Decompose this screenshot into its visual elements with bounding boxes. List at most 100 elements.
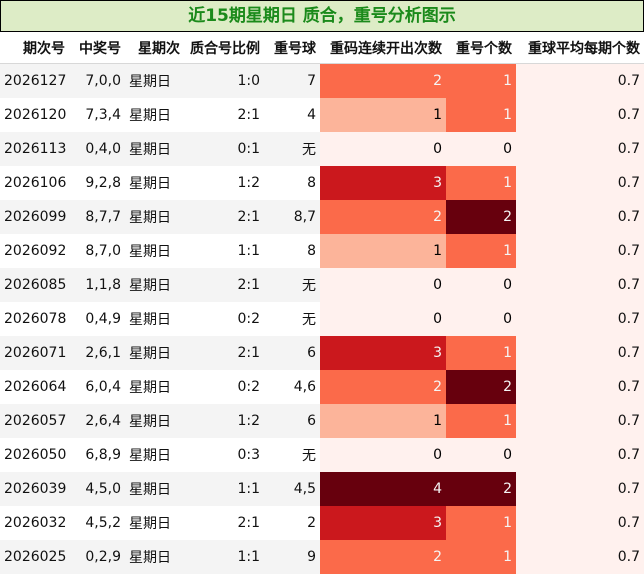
analysis-table: 期次号 中奖号 星期次 质合号比例 重号球 重码连续开出次数 重号个数 重球平均… — [0, 32, 644, 574]
cell-weekday: 星期日 — [125, 336, 184, 370]
cell-repeat-count: 0 — [446, 302, 516, 336]
cell-weekday: 星期日 — [125, 472, 184, 506]
cell-ratio: 0:2 — [184, 370, 264, 404]
cell-avg: 0.7 — [516, 268, 644, 302]
table-row: 2026025 0,2,9 星期日 1:1 9 2 1 0.7 — [0, 540, 644, 574]
cell-numbers: 2,6,1 — [69, 336, 125, 370]
cell-weekday: 星期日 — [125, 200, 184, 234]
cell-ratio: 2:1 — [184, 506, 264, 540]
cell-avg: 0.7 — [516, 472, 644, 506]
cell-period: 2026085 — [0, 268, 69, 302]
cell-ratio: 1:1 — [184, 540, 264, 574]
cell-numbers: 1,1,8 — [69, 268, 125, 302]
table-row: 2026064 6,0,4 星期日 0:2 4,6 2 2 0.7 — [0, 370, 644, 404]
cell-avg: 0.7 — [516, 132, 644, 166]
cell-repeat-ball: 9 — [264, 540, 320, 574]
cell-numbers: 6,0,4 — [69, 370, 125, 404]
cell-period: 2026064 — [0, 370, 69, 404]
cell-period: 2026120 — [0, 98, 69, 132]
cell-numbers: 0,4,9 — [69, 302, 125, 336]
cell-avg: 0.7 — [516, 506, 644, 540]
page-title: 近15期星期日 质合，重号分析图示 — [0, 0, 644, 32]
cell-ratio: 1:0 — [184, 63, 264, 98]
cell-repeat-count: 1 — [446, 234, 516, 268]
cell-repeat-ball: 4 — [264, 98, 320, 132]
cell-avg: 0.7 — [516, 370, 644, 404]
cell-consecutive: 4 — [320, 472, 446, 506]
table-row: 2026032 4,5,2 星期日 2:1 2 3 1 0.7 — [0, 506, 644, 540]
cell-ratio: 0:1 — [184, 132, 264, 166]
cell-repeat-count: 1 — [446, 506, 516, 540]
cell-repeat-ball: 无 — [264, 438, 320, 472]
cell-avg: 0.7 — [516, 302, 644, 336]
cell-repeat-ball: 4,6 — [264, 370, 320, 404]
cell-repeat-ball: 8,7 — [264, 200, 320, 234]
cell-repeat-count: 1 — [446, 63, 516, 98]
cell-period: 2026057 — [0, 404, 69, 438]
table-row: 2026071 2,6,1 星期日 2:1 6 3 1 0.7 — [0, 336, 644, 370]
cell-numbers: 4,5,0 — [69, 472, 125, 506]
cell-period: 2026099 — [0, 200, 69, 234]
cell-numbers: 8,7,7 — [69, 200, 125, 234]
cell-weekday: 星期日 — [125, 132, 184, 166]
cell-repeat-count: 2 — [446, 200, 516, 234]
table-row: 2026120 7,3,4 星期日 2:1 4 1 1 0.7 — [0, 98, 644, 132]
cell-consecutive: 2 — [320, 370, 446, 404]
cell-period: 2026039 — [0, 472, 69, 506]
table-row: 2026078 0,4,9 星期日 0:2 无 0 0 0.7 — [0, 302, 644, 336]
header-numbers: 中奖号 — [69, 32, 125, 64]
cell-numbers: 6,8,9 — [69, 438, 125, 472]
cell-period: 2026050 — [0, 438, 69, 472]
cell-consecutive: 0 — [320, 268, 446, 302]
cell-repeat-count: 1 — [446, 166, 516, 200]
table-row: 2026050 6,8,9 星期日 0:3 无 0 0 0.7 — [0, 438, 644, 472]
cell-repeat-count: 1 — [446, 98, 516, 132]
cell-repeat-count: 2 — [446, 370, 516, 404]
cell-weekday: 星期日 — [125, 63, 184, 98]
cell-avg: 0.7 — [516, 540, 644, 574]
table-row: 2026092 8,7,0 星期日 1:1 8 1 1 0.7 — [0, 234, 644, 268]
cell-weekday: 星期日 — [125, 506, 184, 540]
table-row: 2026085 1,1,8 星期日 2:1 无 0 0 0.7 — [0, 268, 644, 302]
cell-numbers: 7,0,0 — [69, 63, 125, 98]
cell-numbers: 2,6,4 — [69, 404, 125, 438]
cell-weekday: 星期日 — [125, 540, 184, 574]
cell-period: 2026113 — [0, 132, 69, 166]
cell-avg: 0.7 — [516, 200, 644, 234]
cell-consecutive: 3 — [320, 506, 446, 540]
cell-repeat-count: 1 — [446, 540, 516, 574]
cell-avg: 0.7 — [516, 404, 644, 438]
cell-consecutive: 2 — [320, 63, 446, 98]
cell-repeat-ball: 6 — [264, 404, 320, 438]
cell-repeat-count: 0 — [446, 268, 516, 302]
cell-repeat-ball: 8 — [264, 234, 320, 268]
cell-ratio: 0:3 — [184, 438, 264, 472]
cell-repeat-ball: 8 — [264, 166, 320, 200]
cell-avg: 0.7 — [516, 336, 644, 370]
table-row: 2026039 4,5,0 星期日 1:1 4,5 4 2 0.7 — [0, 472, 644, 506]
cell-numbers: 9,2,8 — [69, 166, 125, 200]
cell-ratio: 2:1 — [184, 200, 264, 234]
cell-period: 2026025 — [0, 540, 69, 574]
cell-consecutive: 3 — [320, 166, 446, 200]
cell-ratio: 2:1 — [184, 268, 264, 302]
cell-numbers: 0,4,0 — [69, 132, 125, 166]
cell-ratio: 1:2 — [184, 404, 264, 438]
cell-ratio: 1:2 — [184, 166, 264, 200]
cell-weekday: 星期日 — [125, 302, 184, 336]
cell-consecutive: 3 — [320, 336, 446, 370]
cell-consecutive: 0 — [320, 132, 446, 166]
table-row: 2026099 8,7,7 星期日 2:1 8,7 2 2 0.7 — [0, 200, 644, 234]
cell-period: 2026127 — [0, 63, 69, 98]
cell-consecutive: 1 — [320, 234, 446, 268]
cell-weekday: 星期日 — [125, 404, 184, 438]
cell-period: 2026092 — [0, 234, 69, 268]
cell-repeat-ball: 4,5 — [264, 472, 320, 506]
cell-period: 2026106 — [0, 166, 69, 200]
cell-consecutive: 0 — [320, 302, 446, 336]
table-row: 2026106 9,2,8 星期日 1:2 8 3 1 0.7 — [0, 166, 644, 200]
cell-repeat-ball: 2 — [264, 506, 320, 540]
cell-repeat-count: 2 — [446, 472, 516, 506]
header-repeat-ball: 重号球 — [264, 32, 320, 64]
cell-avg: 0.7 — [516, 98, 644, 132]
